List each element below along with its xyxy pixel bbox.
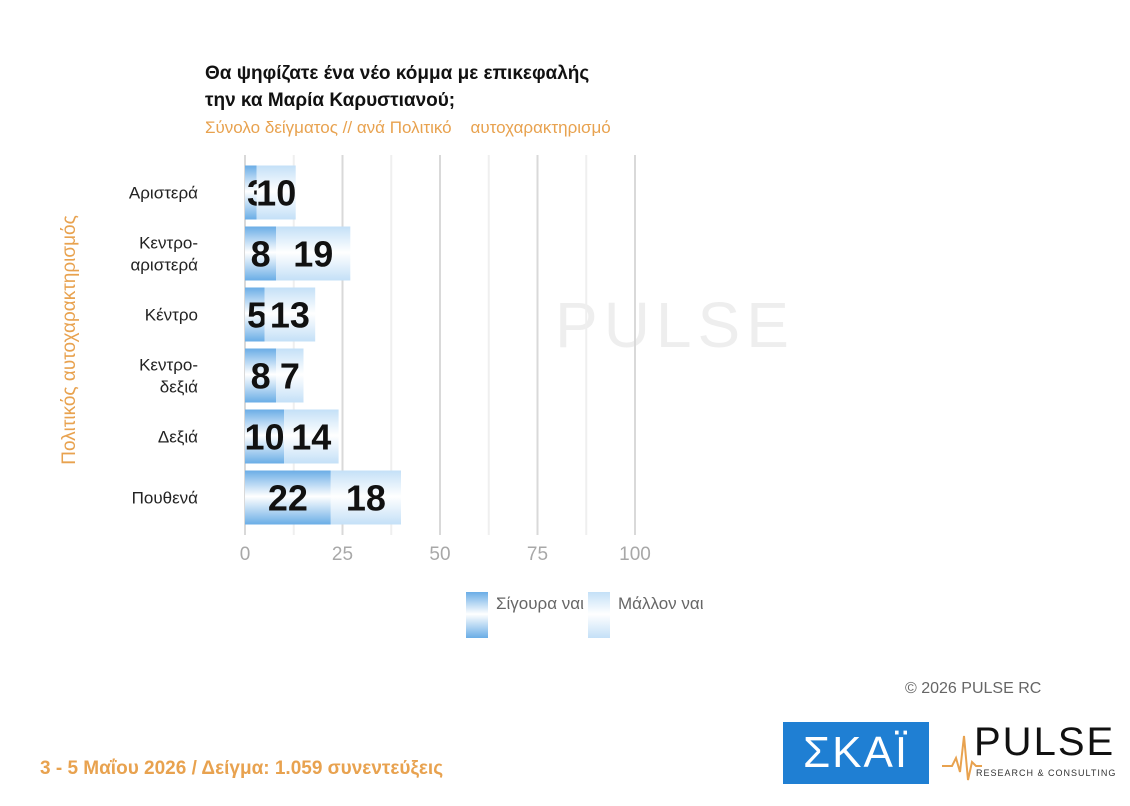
chart-subtitle: Σύνολο δείγματος // ανά Πολιτικό αυτοχαρ… <box>205 118 611 137</box>
copyright-text: © 2026 PULSE RC <box>905 680 1042 697</box>
chart-title-line-2: την κα Μαρία Καρυστιανού; <box>205 90 456 111</box>
chart-title-line-1: Θα ψηφίζατε ένα νέο κόμμα με επικεφαλής <box>205 63 590 84</box>
category-label-3: Κεντρο-δεξιά <box>139 356 198 397</box>
legend-label-sigoura: Σίγουρα ναι <box>496 594 584 613</box>
data-label-sigoura-5: 22 <box>268 478 308 519</box>
bar-mallon-2 <box>264 287 316 342</box>
category-label-line: δεξιά <box>160 378 198 397</box>
legend-swatch-mallon <box>588 592 610 638</box>
category-label-5: Πουθενά <box>132 489 199 508</box>
data-label-mallon-3: 7 <box>280 356 300 397</box>
x-tick-label-100: 100 <box>619 544 651 565</box>
data-label-sigoura-2: 5 <box>247 295 267 336</box>
bar-mallon-1 <box>276 226 351 281</box>
bar-mallon-0 <box>256 165 296 220</box>
legend-item-sigoura: Σίγουρα ναι <box>466 592 586 638</box>
category-label-line: αριστερά <box>130 256 198 275</box>
legend-swatch-sigoura <box>466 592 488 638</box>
category-label-line: Κέντρο <box>145 306 198 325</box>
pulse-watermark: PULSE <box>555 289 795 361</box>
category-label-line: Κεντρο- <box>139 234 198 253</box>
legend-label-mallon: Μάλλον ναι <box>618 594 704 613</box>
skai-logo: ΣΚΑΪ <box>783 722 929 784</box>
x-tick-label-50: 50 <box>429 544 450 565</box>
pulse-logo-tagline: RESEARCH & CONSULTING <box>976 768 1117 778</box>
category-label-line: Δεξιά <box>158 428 198 447</box>
bar-sigoura-2 <box>245 287 265 342</box>
bar-sigoura-1 <box>245 226 277 281</box>
category-label-4: Δεξιά <box>158 428 198 447</box>
data-label-mallon-2: 13 <box>270 295 310 336</box>
x-tick-label-75: 75 <box>527 544 548 565</box>
legend-item-mallon: Μάλλον ναι <box>588 592 708 638</box>
bar-mallon-5 <box>330 470 401 525</box>
bar-sigoura-4 <box>245 409 284 464</box>
category-label-line: Κεντρο- <box>139 356 198 375</box>
data-label-mallon-0: 10 <box>256 173 296 214</box>
pulse-heartbeat-icon <box>942 735 982 781</box>
data-label-mallon-1: 19 <box>293 234 333 275</box>
category-label-0: Αριστερά <box>129 184 198 203</box>
x-tick-label-25: 25 <box>332 544 353 565</box>
bar-mallon-3 <box>276 348 304 403</box>
category-label-1: Κεντρο-αριστερά <box>130 234 198 275</box>
chart-plot: 0255075100310Αριστερά819Κεντρο-αριστερά5… <box>129 155 651 565</box>
data-label-mallon-5: 18 <box>346 478 386 519</box>
survey-date-sample: 3 - 5 Μαΐου 2026 / Δείγμα: 1.059 συνεντε… <box>40 758 444 779</box>
chart-title: Θα ψηφίζατε ένα νέο κόμμα με επικεφαλής … <box>205 60 725 114</box>
data-label-sigoura-4: 10 <box>244 417 284 458</box>
data-label-sigoura-3: 8 <box>251 356 271 397</box>
bar-sigoura-5 <box>245 470 331 525</box>
bar-mallon-4 <box>284 409 339 464</box>
x-tick-label-0: 0 <box>240 544 251 565</box>
bar-sigoura-3 <box>245 348 277 403</box>
category-label-line: Πουθενά <box>132 489 199 508</box>
pulse-logo-text: PULSE <box>974 720 1116 764</box>
bar-sigoura-0 <box>245 165 257 220</box>
pulse-logo: PULSE RESEARCH & CONSULTING <box>942 720 1116 784</box>
category-label-2: Κέντρο <box>145 306 198 325</box>
data-label-sigoura-1: 8 <box>251 234 271 275</box>
category-label-line: Αριστερά <box>129 184 198 203</box>
data-label-mallon-4: 14 <box>291 417 331 458</box>
